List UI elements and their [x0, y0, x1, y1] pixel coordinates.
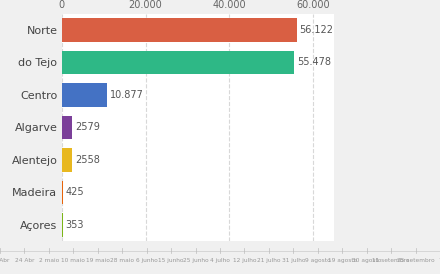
Bar — [62, 213, 63, 236]
Text: 9 agosto: 9 agosto — [305, 258, 330, 262]
Text: 425: 425 — [66, 187, 84, 197]
Text: 24 Abr: 24 Abr — [15, 258, 34, 262]
Text: 353: 353 — [66, 220, 84, 230]
Text: 25 junho: 25 junho — [183, 258, 209, 262]
Text: 6 junho: 6 junho — [136, 258, 158, 262]
Bar — [62, 116, 73, 139]
Text: 21 julho: 21 julho — [257, 258, 281, 262]
Bar — [62, 18, 297, 42]
Text: 19 agosto: 19 agosto — [328, 258, 357, 262]
Text: 7: 7 — [438, 258, 440, 262]
Text: 14 Abr: 14 Abr — [0, 258, 10, 262]
Bar — [62, 181, 63, 204]
Text: 30 agosto: 30 agosto — [352, 258, 381, 262]
Bar — [62, 51, 294, 74]
Text: 25 setembro: 25 setembro — [397, 258, 434, 262]
Text: 15 junho: 15 junho — [158, 258, 184, 262]
Text: 2 maio: 2 maio — [39, 258, 59, 262]
Text: 2579: 2579 — [75, 122, 100, 132]
Text: 56.122: 56.122 — [300, 25, 334, 35]
Text: 31 julho: 31 julho — [282, 258, 305, 262]
Text: 28 maio: 28 maio — [110, 258, 134, 262]
Text: 4 julho: 4 julho — [210, 258, 230, 262]
Bar — [62, 148, 72, 172]
Text: 19 maio: 19 maio — [86, 258, 110, 262]
Text: 10 maio: 10 maio — [62, 258, 85, 262]
Text: 10.877: 10.877 — [110, 90, 143, 100]
Text: 2558: 2558 — [75, 155, 100, 165]
Bar — [62, 83, 107, 107]
Text: 11 setembro: 11 setembro — [372, 258, 410, 262]
Text: 55.478: 55.478 — [297, 58, 331, 67]
Text: 12 julho: 12 julho — [233, 258, 256, 262]
